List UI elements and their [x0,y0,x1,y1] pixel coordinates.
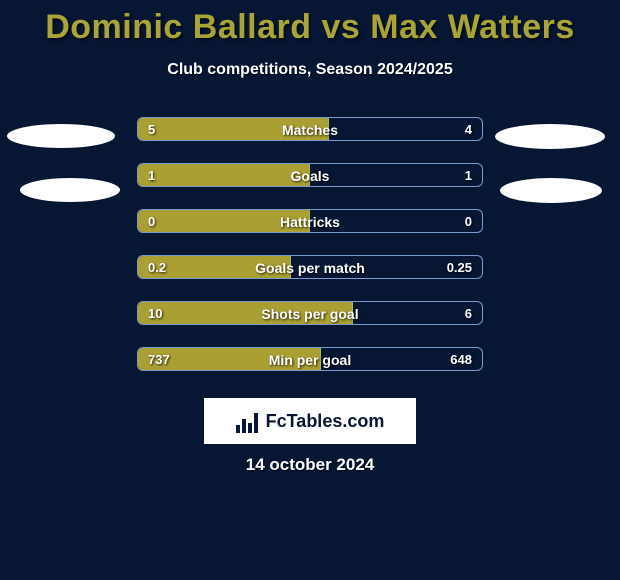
bar-left-fill [138,210,310,232]
stat-value-right: 0 [465,210,472,233]
stat-row: 10Shots per goal6 [0,301,620,325]
stat-value-left: 5 [148,118,155,141]
stat-value-left: 10 [148,302,162,325]
decorative-ellipse [20,178,120,202]
stat-value-right: 0.25 [447,256,472,279]
bar-left-fill [138,302,353,324]
stat-value-left: 0 [148,210,155,233]
decorative-ellipse [495,124,605,149]
stat-value-right: 6 [465,302,472,325]
stat-row: 0Hattricks0 [0,209,620,233]
watermark: FcTables.com [204,398,416,444]
page-title: Dominic Ballard vs Max Watters [0,0,620,47]
bar-chart-icon [236,409,260,433]
bar-track: 1Goals1 [137,163,483,187]
bar-track: 0.2Goals per match0.25 [137,255,483,279]
stat-value-right: 4 [465,118,472,141]
stat-value-left: 737 [148,348,170,371]
stat-value-left: 1 [148,164,155,187]
stat-value-right: 1 [465,164,472,187]
subtitle: Club competitions, Season 2024/2025 [0,61,620,79]
stat-row: 0.2Goals per match0.25 [0,255,620,279]
bar-track: 0Hattricks0 [137,209,483,233]
stat-row: 737Min per goal648 [0,347,620,371]
bar-left-fill [138,118,329,140]
watermark-text: FcTables.com [266,411,385,432]
bar-track: 737Min per goal648 [137,347,483,371]
stat-value-right: 648 [450,348,472,371]
bar-track: 5Matches4 [137,117,483,141]
decorative-ellipse [7,124,115,148]
bar-left-fill [138,164,310,186]
decorative-ellipse [500,178,602,203]
date-label: 14 october 2024 [0,455,620,475]
stat-value-left: 0.2 [148,256,166,279]
bar-track: 10Shots per goal6 [137,301,483,325]
comparison-bars: 5Matches4 1Goals1 0Hattricks0 0.2Goals per … [0,117,620,371]
